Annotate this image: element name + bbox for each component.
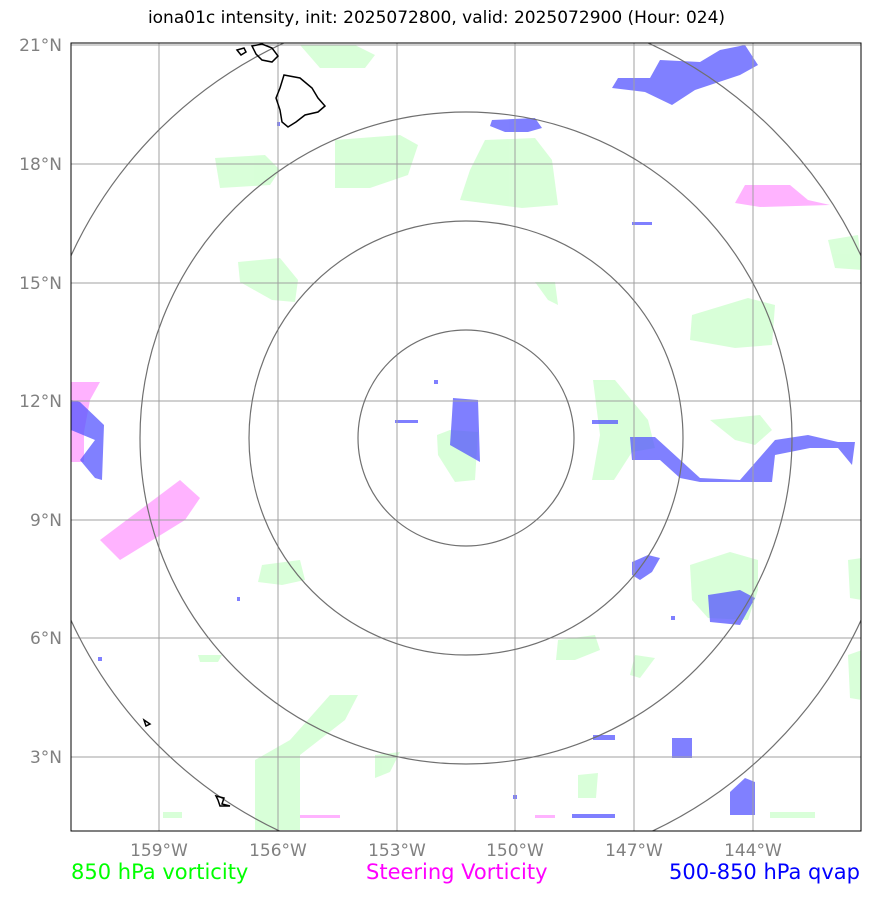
atoll-1 (142, 718, 152, 728)
legend-steering-vorticity: Steering Vorticity (366, 860, 548, 884)
lat-label: 12°N (19, 392, 62, 412)
lat-label: 6°N (30, 629, 62, 649)
longitude-labels: 159°W 156°W 153°W 150°W 147°W 144°W (130, 841, 782, 861)
kahoolawe-island (235, 47, 247, 56)
gridlines (71, 43, 861, 831)
lon-label: 150°W (486, 841, 544, 861)
lat-label: 15°N (19, 274, 62, 294)
lon-label: 153°W (368, 841, 426, 861)
lat-label: 9°N (30, 511, 62, 531)
atoll-2 (214, 794, 231, 807)
legend-850-vorticity: 850 hPa vorticity (71, 860, 249, 884)
steering-vorticity-fields (71, 185, 830, 818)
qvap-fields (71, 45, 855, 818)
plot-frame (70, 42, 862, 832)
lon-label: 144°W (724, 841, 782, 861)
hawaii-island (275, 74, 327, 128)
lat-label: 18°N (19, 155, 62, 175)
maui-island (250, 43, 279, 63)
distance-rings (71, 43, 861, 831)
coastlines (142, 43, 327, 807)
lat-label: 3°N (30, 748, 62, 768)
lon-label: 159°W (130, 841, 188, 861)
lat-label: 21°N (19, 36, 62, 56)
map-title: iona01c intensity, init: 2025072800, val… (147, 8, 726, 28)
legend-qvap: 500-850 hPa qvap (669, 860, 860, 884)
vorticity-850-fields (163, 45, 861, 830)
lon-label: 147°W (605, 841, 663, 861)
lon-label: 156°W (249, 841, 307, 861)
latitude-labels: 21°N 18°N 15°N 12°N 9°N 6°N 3°N (19, 36, 62, 768)
